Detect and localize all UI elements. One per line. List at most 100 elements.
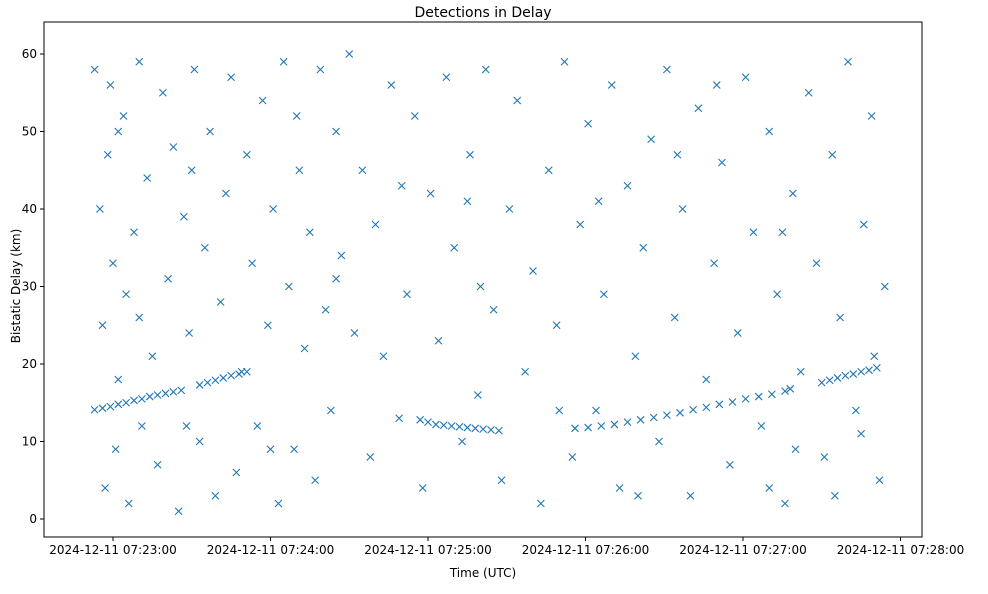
data-point bbox=[494, 426, 503, 435]
data-point bbox=[623, 418, 632, 427]
data-point bbox=[274, 499, 283, 508]
data-point bbox=[98, 404, 107, 413]
data-point bbox=[169, 388, 178, 396]
data-point bbox=[463, 423, 472, 432]
data-point bbox=[555, 406, 564, 415]
x-axis: 2024-12-11 07:23:00 2024-12-11 07:24:00 20… bbox=[49, 537, 964, 557]
data-point bbox=[851, 406, 860, 415]
data-point bbox=[529, 267, 537, 275]
data-point bbox=[253, 422, 262, 430]
data-point bbox=[232, 468, 241, 477]
x-tick-label: 2024-12-11 07:24:00 bbox=[207, 543, 334, 557]
data-point bbox=[143, 174, 152, 182]
data-point bbox=[741, 394, 750, 403]
data-point bbox=[221, 189, 230, 198]
data-point bbox=[137, 394, 146, 403]
data-point bbox=[206, 127, 215, 136]
data-point bbox=[796, 367, 805, 376]
data-point bbox=[597, 422, 606, 430]
data-point bbox=[418, 484, 427, 492]
data-point bbox=[431, 420, 440, 429]
data-point bbox=[497, 476, 506, 485]
data-point bbox=[867, 112, 876, 120]
data-point bbox=[211, 491, 220, 500]
data-point bbox=[135, 313, 144, 322]
y-tick-label: 50 bbox=[22, 125, 37, 139]
data-point bbox=[875, 476, 884, 485]
data-point bbox=[836, 313, 845, 322]
x-axis-label: Time (UTC) bbox=[449, 566, 516, 580]
data-point bbox=[279, 57, 288, 66]
data-point bbox=[694, 104, 703, 113]
data-point bbox=[505, 205, 514, 213]
data-point bbox=[670, 313, 679, 322]
data-point bbox=[185, 329, 194, 337]
data-point bbox=[733, 329, 742, 337]
data-point bbox=[791, 445, 800, 454]
data-point bbox=[258, 96, 267, 105]
data-point bbox=[631, 352, 640, 361]
x-tick-label: 2024-12-11 07:25:00 bbox=[364, 543, 491, 557]
data-point bbox=[725, 460, 734, 469]
y-axis-label: Bistatic Delay (km) bbox=[9, 229, 23, 344]
data-point bbox=[395, 414, 404, 423]
data-point bbox=[124, 499, 133, 508]
data-point bbox=[702, 403, 711, 412]
data-point bbox=[103, 150, 112, 159]
data-point bbox=[849, 370, 858, 378]
data-point bbox=[350, 329, 359, 337]
data-point bbox=[841, 371, 850, 380]
data-point bbox=[130, 396, 138, 405]
data-point bbox=[655, 437, 663, 446]
data-point bbox=[424, 418, 432, 427]
data-point bbox=[447, 422, 456, 430]
data-point bbox=[321, 305, 330, 314]
data-point bbox=[114, 127, 123, 136]
data-point bbox=[872, 363, 881, 372]
data-point bbox=[235, 370, 243, 378]
data-point bbox=[263, 321, 272, 330]
data-point bbox=[489, 305, 498, 314]
data-point bbox=[292, 112, 301, 120]
data-point bbox=[536, 499, 545, 508]
data-point bbox=[200, 243, 209, 252]
data-point bbox=[387, 81, 396, 89]
data-point bbox=[290, 445, 299, 454]
data-point bbox=[164, 274, 173, 283]
data-point bbox=[179, 212, 188, 221]
data-point bbox=[765, 127, 774, 136]
x-tick-label: 2024-12-11 07:28:00 bbox=[837, 543, 964, 557]
data-point bbox=[828, 150, 837, 159]
data-point bbox=[825, 376, 834, 385]
data-point bbox=[715, 400, 724, 409]
data-point bbox=[859, 220, 868, 229]
data-point bbox=[337, 251, 346, 260]
data-point bbox=[119, 112, 128, 120]
data-point bbox=[521, 367, 530, 376]
data-point bbox=[765, 484, 774, 492]
data-point bbox=[455, 422, 464, 431]
data-point bbox=[880, 282, 889, 291]
data-point bbox=[122, 290, 131, 299]
y-tick-label: 30 bbox=[22, 280, 37, 294]
data-point bbox=[607, 81, 616, 89]
data-point bbox=[379, 352, 388, 361]
data-point bbox=[345, 50, 354, 58]
data-point bbox=[187, 166, 196, 175]
data-point bbox=[242, 367, 251, 376]
data-point bbox=[332, 274, 341, 283]
data-point bbox=[804, 88, 813, 97]
data-point bbox=[203, 378, 212, 387]
data-point bbox=[788, 189, 797, 198]
y-axis: 0 10 20 30 40 50 60 bbox=[22, 47, 44, 526]
data-point bbox=[442, 73, 451, 82]
data-point bbox=[636, 415, 645, 424]
data-point bbox=[248, 259, 257, 268]
data-point bbox=[817, 378, 826, 387]
data-point bbox=[778, 228, 787, 237]
data-point bbox=[634, 491, 642, 500]
data-point bbox=[676, 408, 684, 417]
data-point bbox=[728, 398, 737, 406]
data-point bbox=[416, 415, 425, 424]
data-point bbox=[101, 484, 110, 492]
